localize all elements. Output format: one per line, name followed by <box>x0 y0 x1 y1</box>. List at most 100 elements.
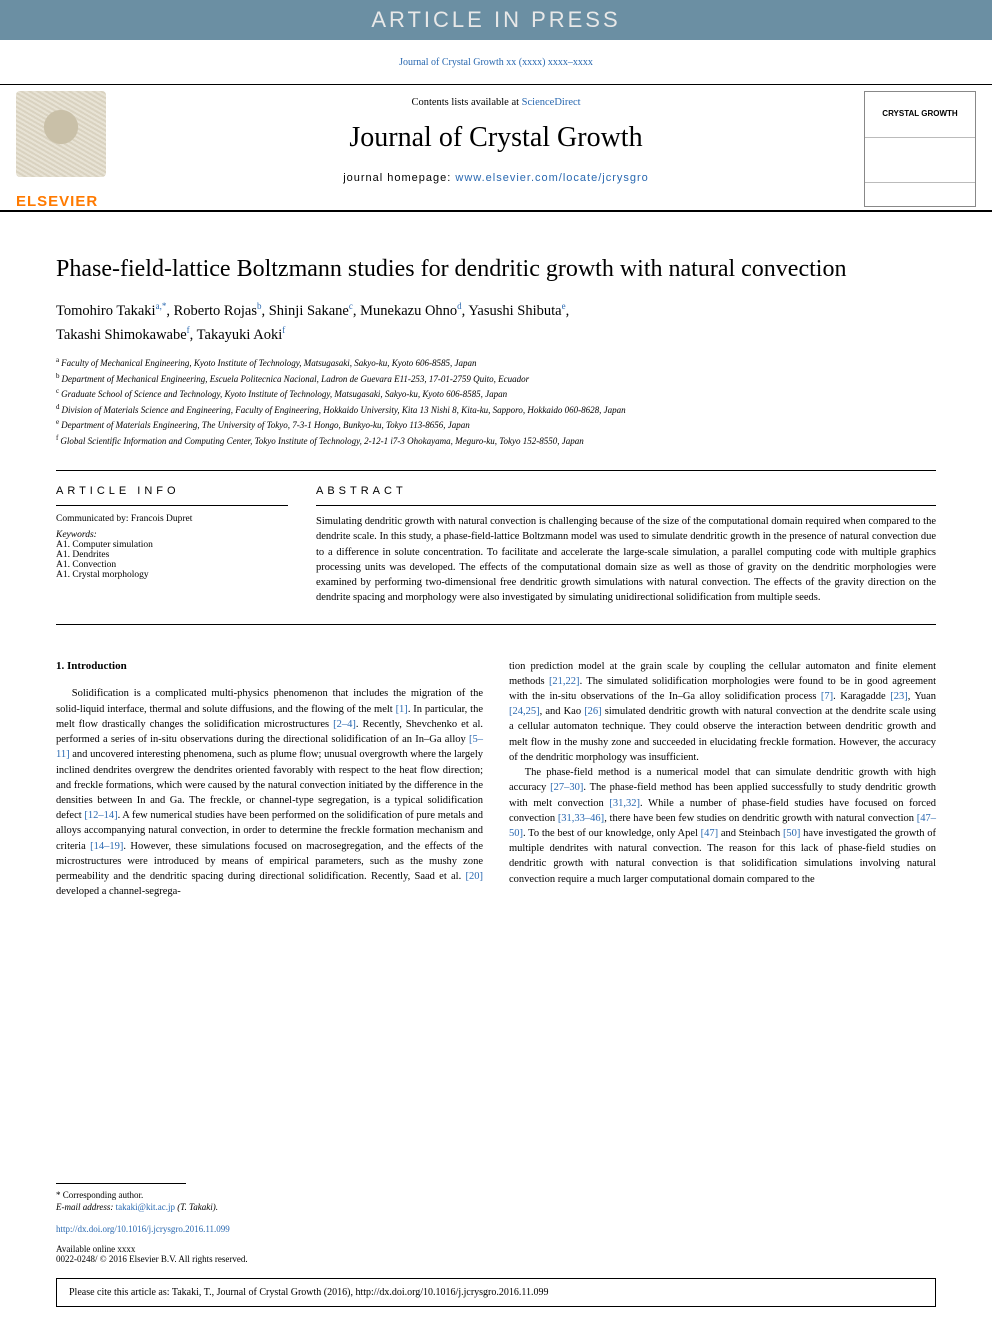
author-3-sup: d <box>457 301 462 311</box>
page-footer: * Corresponding author. E-mail address: … <box>0 1183 992 1323</box>
section-1-heading: 1. Introduction <box>56 659 483 675</box>
c2p1c: . Karagadde <box>833 691 890 702</box>
affiliation-a: aFaculty of Mechanical Engineering, Kyot… <box>56 355 936 371</box>
aff-text-c: Graduate School of Science and Technolog… <box>61 389 507 399</box>
aff-text-f: Global Scientific Information and Comput… <box>60 436 583 446</box>
author-2-sup: c <box>349 301 353 311</box>
col2-para2: The phase-field method is a numerical mo… <box>509 765 936 887</box>
col1-para1: Solidification is a complicated multi-ph… <box>56 686 483 899</box>
c2p1e: , and Kao <box>540 706 585 717</box>
article-info-column: ARTICLE INFO Communicated by: Francois D… <box>56 485 288 605</box>
sciencedirect-link[interactable]: ScienceDirect <box>522 97 581 108</box>
cover-title: CRYSTAL GROWTH <box>865 92 975 138</box>
ref-14-19[interactable]: [14–19] <box>90 841 123 852</box>
author-6-sup: f <box>282 325 285 335</box>
corresponding-email-line: E-mail address: takaki@kit.ac.jp (T. Tak… <box>56 1202 936 1212</box>
copyright-line: 0022-0248/ © 2016 Elsevier B.V. All righ… <box>56 1254 936 1264</box>
journal-masthead: ELSEVIER Contents lists available at Sci… <box>0 84 992 212</box>
keyword-0: A1. Computer simulation <box>56 540 288 550</box>
corresponding-email-link[interactable]: takaki@kit.ac.jp <box>116 1202 175 1212</box>
author-2: Shinji Sakane <box>269 303 349 319</box>
author-5: Takashi Shimokawabe <box>56 327 187 343</box>
ref-7[interactable]: [7] <box>821 691 833 702</box>
ref-27-30[interactable]: [27–30] <box>550 782 583 793</box>
journal-homepage-line: journal homepage: www.elsevier.com/locat… <box>128 172 864 184</box>
article-body: Phase-field-lattice Boltzmann studies fo… <box>0 212 992 920</box>
cover-bottom-panel <box>865 183 975 206</box>
journal-cover-thumb: CRYSTAL GROWTH <box>864 85 976 210</box>
contents-prefix: Contents lists available at <box>411 97 521 108</box>
affiliation-e: eDepartment of Materials Engineering, Th… <box>56 417 936 433</box>
email-suffix: (T. Takaki). <box>175 1202 218 1212</box>
aff-text-a: Faculty of Mechanical Engineering, Kyoto… <box>61 358 476 368</box>
abstract-column: ABSTRACT Simulating dendritic growth wit… <box>316 485 936 605</box>
ref-47[interactable]: [47] <box>701 828 719 839</box>
ref-12-14[interactable]: [12–14] <box>84 810 117 821</box>
journal-cover-image: CRYSTAL GROWTH <box>864 91 976 207</box>
ref-20[interactable]: [20] <box>466 871 484 882</box>
ref-26[interactable]: [26] <box>584 706 602 717</box>
author-0: Tomohiro Takaki <box>56 303 156 319</box>
affiliation-f: fGlobal Scientific Information and Compu… <box>56 433 936 449</box>
authors-line: Tomohiro Takakia,*, Roberto Rojasb, Shin… <box>56 299 936 347</box>
ref-31-32[interactable]: [31,32] <box>609 798 640 809</box>
available-online-line: Available online xxxx <box>56 1244 936 1254</box>
body-column-left: 1. Introduction Solidification is a comp… <box>56 659 483 900</box>
affiliations: aFaculty of Mechanical Engineering, Kyot… <box>56 355 936 448</box>
aff-text-d: Division of Materials Science and Engine… <box>62 405 626 415</box>
cover-mid-panel <box>865 138 975 184</box>
c2p2e: . To the best of our knowledge, only Ape… <box>523 828 701 839</box>
c2p2f: and Steinbach <box>718 828 783 839</box>
info-abstract-row: ARTICLE INFO Communicated by: Francois D… <box>56 470 936 624</box>
doi-link[interactable]: http://dx.doi.org/10.1016/j.jcrysgro.201… <box>56 1224 936 1234</box>
author-3: Munekazu Ohno <box>360 303 457 319</box>
author-4: Yasushi Shibuta <box>468 303 561 319</box>
ref-31-33-46[interactable]: [31,33–46] <box>558 813 604 824</box>
author-1: Roberto Rojas <box>174 303 257 319</box>
corresponding-author-marker: * Corresponding author. <box>56 1190 936 1200</box>
ref-50[interactable]: [50] <box>783 828 801 839</box>
aff-sup-d: d <box>56 403 60 411</box>
keyword-1: A1. Dendrites <box>56 550 288 560</box>
contents-available-line: Contents lists available at ScienceDirec… <box>128 97 864 108</box>
ref-24-25[interactable]: [24,25] <box>509 706 540 717</box>
body-columns: 1. Introduction Solidification is a comp… <box>56 659 936 900</box>
aff-sup-e: e <box>56 418 59 426</box>
abstract-heading: ABSTRACT <box>316 485 936 497</box>
ref-21-22[interactable]: [21,22] <box>549 676 580 687</box>
journal-name: Journal of Crystal Growth <box>128 122 864 154</box>
col2-para1: tion prediction model at the grain scale… <box>509 659 936 766</box>
email-label: E-mail address: <box>56 1202 116 1212</box>
c1p1g: developed a channel-segrega- <box>56 886 181 897</box>
c2p2d: , there have been few studies on dendrit… <box>604 813 917 824</box>
author-6: Takayuki Aoki <box>197 327 283 343</box>
ref-2-4[interactable]: [2–4] <box>333 719 356 730</box>
homepage-prefix: journal homepage: <box>343 172 455 184</box>
please-cite-box: Please cite this article as: Takaki, T.,… <box>56 1278 936 1307</box>
aff-sup-c: c <box>56 387 59 395</box>
journal-homepage-link[interactable]: www.elsevier.com/locate/jcrysgro <box>455 172 648 184</box>
author-1-sup: b <box>257 301 262 311</box>
article-title: Phase-field-lattice Boltzmann studies fo… <box>56 254 936 285</box>
aff-sup-f: f <box>56 434 58 442</box>
abstract-text: Simulating dendritic growth with natural… <box>316 514 936 605</box>
communicated-by: Communicated by: Francois Dupret <box>56 514 288 524</box>
affiliation-b: bDepartment of Mechanical Engineering, E… <box>56 371 936 387</box>
affiliation-d: dDivision of Materials Science and Engin… <box>56 402 936 418</box>
ref-23[interactable]: [23] <box>890 691 908 702</box>
aff-sup-b: b <box>56 372 60 380</box>
ref-1[interactable]: [1] <box>396 704 408 715</box>
elsevier-tree-icon <box>16 91 106 177</box>
aff-text-e: Department of Materials Engineering, The… <box>61 420 470 430</box>
keywords-heading: Keywords: <box>56 530 288 540</box>
author-5-sup: f <box>187 325 190 335</box>
press-citation-anchor[interactable]: Journal of Crystal Growth xx (xxxx) xxxx… <box>399 57 593 68</box>
keyword-3: A1. Crystal morphology <box>56 570 288 580</box>
author-0-sup: a,* <box>156 301 167 311</box>
press-citation-link: Journal of Crystal Growth xx (xxxx) xxxx… <box>0 40 992 84</box>
affiliation-c: cGraduate School of Science and Technolo… <box>56 386 936 402</box>
author-4-sup: e <box>562 301 566 311</box>
keyword-2: A1. Convection <box>56 560 288 570</box>
publisher-logo-block: ELSEVIER <box>16 85 128 210</box>
article-info-heading: ARTICLE INFO <box>56 485 288 497</box>
